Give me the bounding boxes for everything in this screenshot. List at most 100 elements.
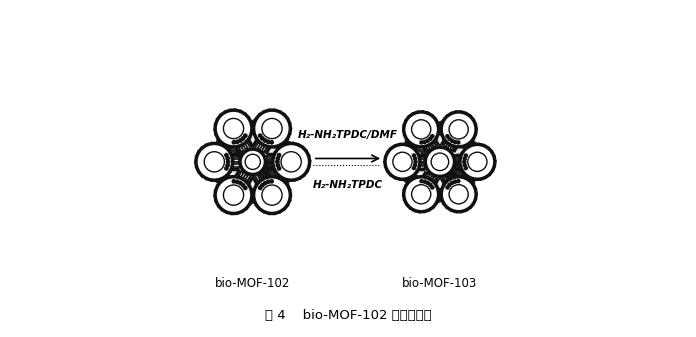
Circle shape: [402, 124, 404, 126]
Circle shape: [266, 160, 268, 163]
Circle shape: [456, 140, 461, 145]
Circle shape: [440, 123, 442, 125]
Circle shape: [407, 180, 410, 182]
Circle shape: [442, 138, 444, 140]
Circle shape: [422, 179, 427, 184]
Polygon shape: [421, 122, 491, 154]
Circle shape: [413, 163, 418, 167]
Circle shape: [216, 184, 218, 187]
Circle shape: [294, 180, 296, 182]
Circle shape: [255, 117, 257, 119]
Circle shape: [436, 202, 438, 205]
Circle shape: [404, 143, 406, 145]
Circle shape: [214, 123, 216, 125]
Circle shape: [460, 174, 474, 188]
Circle shape: [214, 168, 230, 183]
Circle shape: [232, 140, 236, 145]
Circle shape: [253, 133, 255, 135]
Circle shape: [275, 159, 280, 164]
Circle shape: [238, 181, 243, 186]
Circle shape: [238, 155, 241, 158]
Circle shape: [281, 152, 301, 172]
Circle shape: [476, 128, 478, 130]
Polygon shape: [233, 120, 306, 154]
Circle shape: [255, 184, 257, 186]
Circle shape: [235, 179, 239, 184]
Circle shape: [221, 209, 223, 211]
Circle shape: [413, 147, 416, 149]
Circle shape: [221, 143, 223, 146]
Circle shape: [475, 123, 477, 125]
Text: 图 4    bio-MOF-102 材料的合成: 图 4 bio-MOF-102 材料的合成: [264, 309, 432, 322]
Circle shape: [258, 133, 262, 138]
Circle shape: [248, 183, 251, 185]
Circle shape: [246, 208, 248, 210]
Polygon shape: [235, 126, 271, 162]
Circle shape: [405, 204, 407, 206]
Circle shape: [266, 179, 271, 184]
Circle shape: [287, 184, 290, 186]
Circle shape: [413, 175, 416, 177]
Circle shape: [263, 211, 265, 214]
Circle shape: [440, 188, 442, 190]
Circle shape: [260, 183, 264, 188]
Circle shape: [279, 110, 281, 112]
Text: bio-MOF-103: bio-MOF-103: [402, 277, 477, 290]
Circle shape: [409, 208, 411, 210]
Circle shape: [246, 174, 248, 176]
Circle shape: [258, 209, 260, 211]
Circle shape: [386, 171, 388, 173]
Circle shape: [430, 185, 434, 190]
Circle shape: [229, 171, 232, 173]
Circle shape: [244, 179, 246, 181]
Circle shape: [478, 143, 480, 145]
Circle shape: [218, 135, 232, 150]
Circle shape: [437, 187, 439, 189]
Circle shape: [303, 175, 306, 177]
Circle shape: [290, 133, 292, 135]
Circle shape: [226, 145, 228, 148]
Circle shape: [450, 149, 453, 152]
Circle shape: [432, 179, 434, 181]
Circle shape: [463, 168, 477, 183]
Polygon shape: [406, 132, 440, 162]
Polygon shape: [421, 162, 478, 210]
Circle shape: [302, 146, 304, 148]
Circle shape: [215, 177, 252, 213]
Circle shape: [427, 176, 429, 178]
Circle shape: [419, 156, 421, 158]
Circle shape: [242, 188, 257, 203]
Circle shape: [279, 145, 281, 147]
Circle shape: [223, 118, 244, 139]
Circle shape: [258, 186, 262, 190]
Circle shape: [406, 136, 420, 150]
Circle shape: [242, 151, 244, 153]
Circle shape: [274, 146, 276, 149]
Circle shape: [260, 136, 264, 141]
Circle shape: [433, 206, 435, 209]
Circle shape: [287, 117, 290, 119]
Circle shape: [484, 177, 487, 179]
Circle shape: [219, 180, 221, 182]
Circle shape: [439, 193, 441, 195]
Circle shape: [223, 185, 244, 205]
Circle shape: [276, 168, 291, 183]
Circle shape: [431, 153, 449, 171]
Circle shape: [288, 180, 290, 182]
Polygon shape: [218, 127, 288, 197]
Circle shape: [224, 166, 229, 171]
Circle shape: [274, 175, 276, 177]
Circle shape: [276, 163, 280, 167]
Circle shape: [210, 142, 213, 144]
Circle shape: [402, 189, 404, 191]
Circle shape: [197, 150, 199, 153]
Circle shape: [253, 200, 255, 202]
Circle shape: [226, 163, 230, 167]
Circle shape: [427, 149, 430, 152]
Circle shape: [274, 172, 277, 174]
Circle shape: [251, 194, 254, 196]
Circle shape: [423, 154, 426, 157]
Circle shape: [445, 185, 450, 190]
Circle shape: [422, 175, 424, 177]
Circle shape: [417, 151, 419, 153]
